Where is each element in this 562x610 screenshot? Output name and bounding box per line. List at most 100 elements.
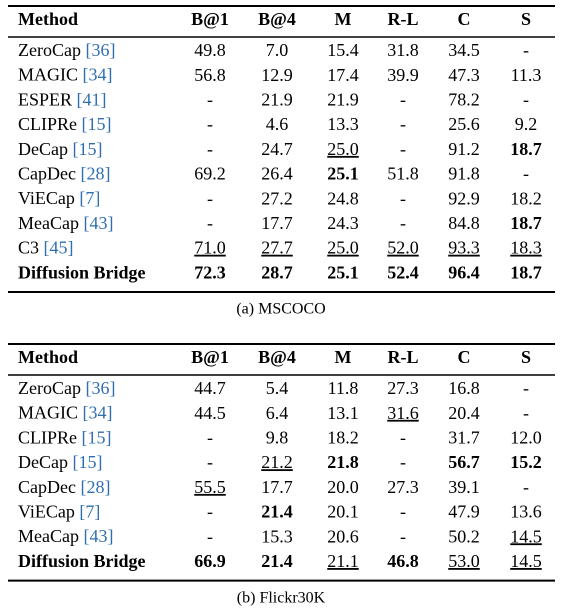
value-cell: 47.9 bbox=[448, 502, 480, 522]
value-cell: 93.3 bbox=[448, 238, 480, 258]
value-cell: - bbox=[207, 526, 213, 546]
method-cell: MAGIC [34] bbox=[18, 403, 113, 423]
method-cell: Diffusion Bridge bbox=[18, 262, 146, 282]
header-cell: Method bbox=[18, 347, 78, 367]
value-cell: 14.5 bbox=[510, 526, 542, 546]
value-cell: 39.1 bbox=[448, 477, 480, 497]
method-name: ESPER bbox=[18, 90, 72, 110]
value-cell: 31.6 bbox=[387, 403, 419, 423]
method-name: ZeroCap bbox=[18, 378, 81, 398]
value-cell: 91.8 bbox=[448, 164, 480, 184]
value-cell: - bbox=[400, 213, 406, 233]
value-cell: 44.7 bbox=[194, 378, 226, 398]
citation: [34] bbox=[83, 403, 113, 423]
value-cell: 11.8 bbox=[328, 378, 359, 398]
value-cell: 21.4 bbox=[261, 502, 293, 522]
value-cell: - bbox=[207, 213, 213, 233]
value-cell: 5.4 bbox=[266, 378, 289, 398]
value-cell: - bbox=[523, 403, 529, 423]
citation: [15] bbox=[72, 139, 102, 159]
value-cell: 20.1 bbox=[327, 502, 359, 522]
value-cell: - bbox=[400, 90, 406, 110]
citation: [43] bbox=[83, 526, 113, 546]
value-cell: 55.5 bbox=[194, 477, 226, 497]
value-cell: 15.4 bbox=[327, 40, 359, 60]
method-cell: C3 [45] bbox=[18, 238, 74, 258]
citation: [15] bbox=[82, 114, 112, 134]
citation: [28] bbox=[80, 477, 110, 497]
value-cell: 4.6 bbox=[266, 114, 289, 134]
caption: (a) MSCOCO bbox=[236, 301, 325, 318]
value-cell: 28.7 bbox=[261, 262, 293, 282]
value-cell: 9.2 bbox=[515, 114, 538, 134]
method-cell: DeCap [15] bbox=[18, 452, 102, 472]
header-cell: R-L bbox=[388, 9, 419, 29]
value-cell: - bbox=[523, 90, 529, 110]
value-cell: 6.4 bbox=[266, 403, 289, 423]
value-cell: - bbox=[400, 188, 406, 208]
citation: [15] bbox=[72, 452, 102, 472]
header-cell: B@1 bbox=[191, 347, 229, 367]
method-name: DeCap bbox=[18, 452, 68, 472]
method-cell: ZeroCap [36] bbox=[18, 40, 115, 60]
table: Method B@1 B@4 M R-L C S ZeroCap [36] 44.7 5.4 11.… bbox=[8, 343, 555, 606]
method-name: Diffusion Bridge bbox=[18, 262, 146, 282]
citation: [43] bbox=[83, 213, 113, 233]
value-cell: - bbox=[207, 428, 213, 448]
value-cell: 18.2 bbox=[510, 188, 542, 208]
value-cell: - bbox=[400, 452, 406, 472]
method-cell: MeaCap [43] bbox=[18, 526, 113, 546]
value-cell: 12.9 bbox=[261, 65, 293, 85]
value-cell: 66.9 bbox=[194, 551, 226, 571]
header-cell: Method bbox=[18, 9, 78, 29]
value-cell: 84.8 bbox=[448, 213, 480, 233]
value-cell: 21.2 bbox=[261, 452, 293, 472]
value-cell: 31.7 bbox=[448, 428, 480, 448]
citation: [15] bbox=[82, 428, 112, 448]
value-cell: 56.8 bbox=[194, 65, 226, 85]
value-cell: 50.2 bbox=[448, 526, 480, 546]
method-cell: CapDec [28] bbox=[18, 164, 110, 184]
method-cell: ZeroCap [36] bbox=[18, 378, 115, 398]
value-cell: - bbox=[400, 526, 406, 546]
method-name: CapDec bbox=[18, 164, 76, 184]
value-cell: 78.2 bbox=[448, 90, 480, 110]
header-cell: B@4 bbox=[258, 9, 296, 29]
value-cell: 34.5 bbox=[448, 40, 480, 60]
value-cell: 15.3 bbox=[261, 526, 293, 546]
value-cell: - bbox=[207, 502, 213, 522]
value-cell: 21.4 bbox=[261, 551, 293, 571]
value-cell: 91.2 bbox=[448, 139, 480, 159]
method-name: MeaCap bbox=[18, 213, 79, 233]
value-cell: - bbox=[207, 114, 213, 134]
value-cell: 21.8 bbox=[327, 452, 359, 472]
caption: (b) Flickr30K bbox=[237, 589, 326, 606]
value-cell: 31.8 bbox=[387, 40, 419, 60]
citation: [41] bbox=[77, 90, 107, 110]
method-name: MAGIC bbox=[18, 65, 78, 85]
value-cell: 47.3 bbox=[448, 65, 480, 85]
header-cell: B@4 bbox=[258, 347, 296, 367]
value-cell: 52.4 bbox=[387, 262, 419, 282]
method-name: MeaCap bbox=[18, 526, 79, 546]
value-cell: 46.8 bbox=[387, 551, 419, 571]
value-cell: 17.7 bbox=[261, 213, 293, 233]
value-cell: 20.0 bbox=[327, 477, 359, 497]
citation: [36] bbox=[85, 40, 115, 60]
value-cell: 53.0 bbox=[448, 551, 480, 571]
method-cell: CLIPRe [15] bbox=[18, 428, 112, 448]
method-cell: DeCap [15] bbox=[18, 139, 102, 159]
value-cell: 17.7 bbox=[261, 477, 293, 497]
value-cell: 24.8 bbox=[327, 188, 359, 208]
value-cell: 27.3 bbox=[387, 477, 419, 497]
citation: [7] bbox=[79, 502, 100, 522]
value-cell: 96.4 bbox=[448, 262, 480, 282]
value-cell: 18.3 bbox=[510, 238, 542, 258]
method-cell: MAGIC [34] bbox=[18, 65, 113, 85]
value-cell: - bbox=[207, 90, 213, 110]
value-cell: - bbox=[207, 139, 213, 159]
method-name: MAGIC bbox=[18, 403, 78, 423]
value-cell: - bbox=[400, 502, 406, 522]
method-name: ViECap bbox=[18, 502, 75, 522]
value-cell: - bbox=[523, 164, 529, 184]
